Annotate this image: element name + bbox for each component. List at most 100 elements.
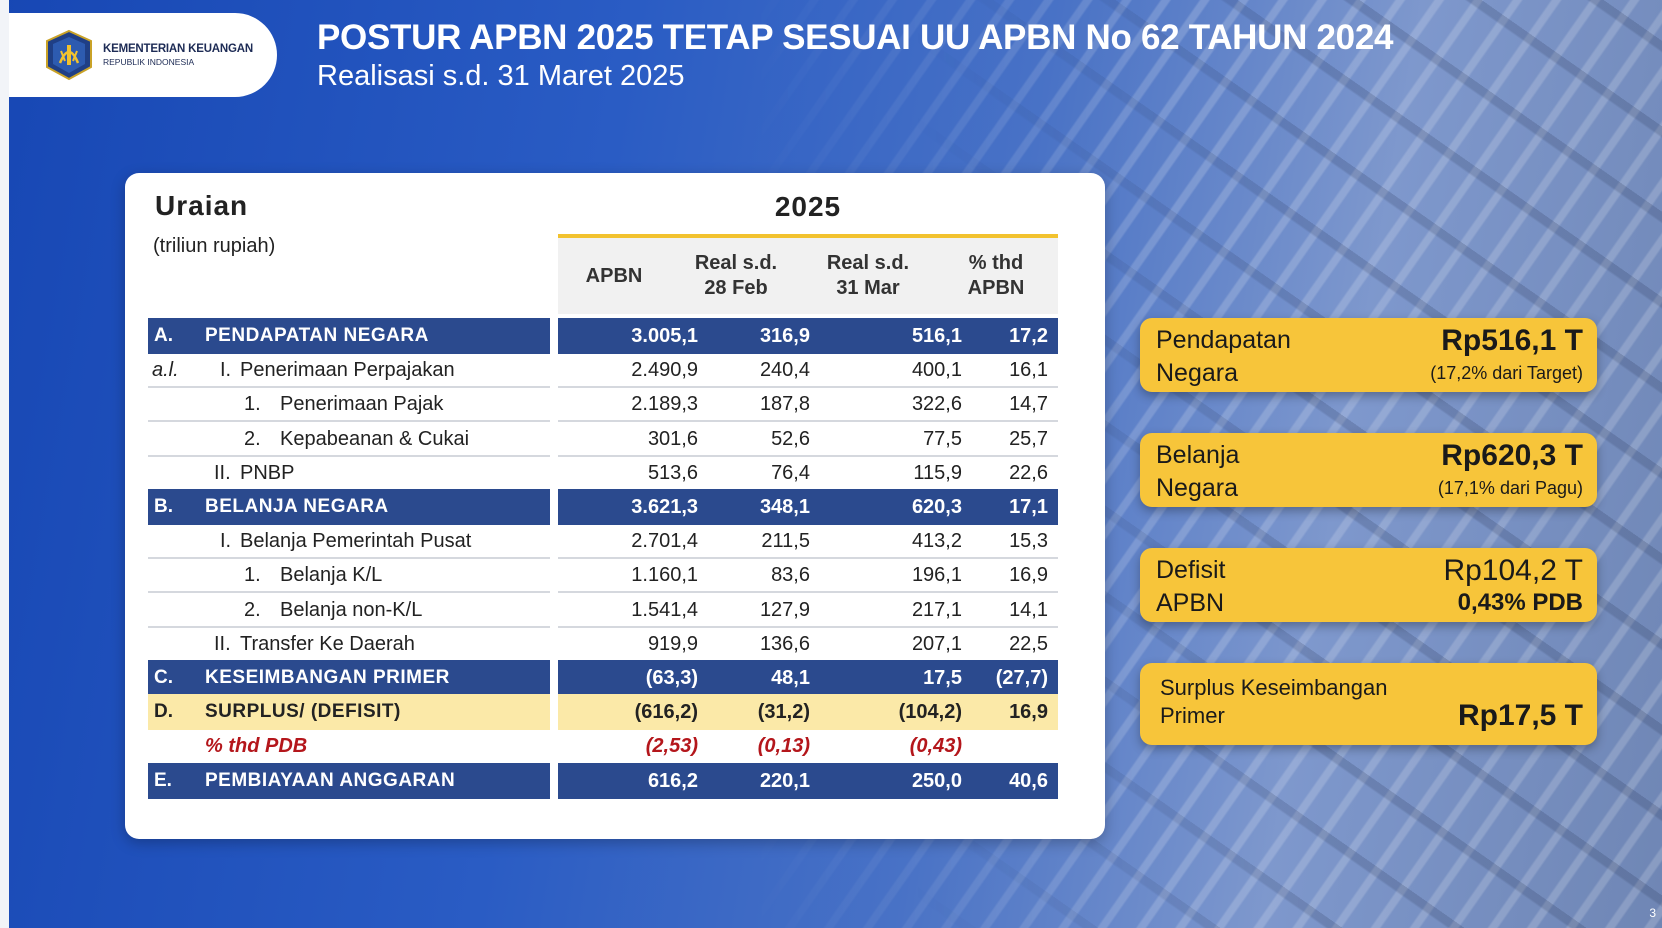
row-letter: D. — [154, 701, 173, 723]
row-values-cell: 2.189,3 187,8 322,6 14,7 — [558, 386, 1058, 423]
row-number: II. — [214, 632, 231, 655]
value-real-mar: 217,1 — [911, 598, 962, 621]
row-number: I. — [220, 530, 232, 553]
value-real-mar: 115,9 — [913, 461, 962, 484]
logo-banner: KEMENTERIAN KEUANGAN REPUBLIK INDONESIA — [9, 13, 277, 97]
value-apbn: 1.541,4 — [631, 598, 698, 621]
page-number: 3 — [1649, 906, 1656, 920]
row-values-cell: (616,2) (31,2) (104,2) 16,9 — [558, 694, 1058, 731]
kpi-defisit-note: 0,43% PDB — [1457, 589, 1583, 616]
col-header-feb-line1: Real s.d. — [694, 252, 778, 274]
value-pct-apbn: 14,1 — [1009, 598, 1048, 621]
row-letter: B. — [154, 496, 173, 517]
value-real-feb: 127,9 — [759, 598, 810, 621]
row-label-cell: II. Transfer Ke Daerah — [148, 626, 550, 662]
row-prefix: a.l. — [152, 359, 179, 382]
value-pct-apbn: 16,9 — [1009, 564, 1048, 587]
value-real-feb: 83,6 — [771, 564, 810, 587]
kpi-surplus-amount: Rp17,5 T — [1457, 699, 1583, 732]
row-label-cell: % thd PDB — [148, 728, 550, 764]
row-values-cell: 301,6 52,6 77,5 25,7 — [558, 421, 1058, 457]
row-number: II. — [214, 461, 231, 484]
table-row: 1. Belanja K/L 1.160,1 83,6 196,1 16,9 — [148, 557, 1058, 594]
col-header-apbn-text: APBN — [585, 264, 643, 287]
value-apbn: 3.621,3 — [631, 496, 698, 518]
row-label: Transfer Ke Daerah — [240, 632, 415, 655]
col-header-pct-line1: % thd — [968, 252, 1024, 274]
row-values-cell: 919,9 136,6 207,1 22,5 — [558, 626, 1058, 662]
row-label: BELANJA NEGARA — [205, 496, 389, 517]
row-letter: C. — [154, 667, 173, 688]
value-pct-apbn: 17,2 — [1009, 325, 1048, 347]
row-number: 2. — [244, 598, 261, 621]
row-label-cell: E. PEMBIAYAAN ANGGARAN — [148, 762, 550, 799]
row-label: PEMBIAYAAN ANGGARAN — [205, 769, 456, 791]
col-header-mar-line1: Real s.d. — [826, 252, 910, 274]
row-label: Kepabeanan & Cukai — [280, 427, 470, 450]
value-real-feb: (0,13) — [757, 735, 810, 758]
table-row: I. Belanja Pemerintah Pusat 2.701,4 211,5 41… — [148, 523, 1058, 560]
row-label: Penerimaan Pajak — [280, 393, 444, 416]
row-label-cell: 1. Penerimaan Pajak — [148, 386, 550, 423]
value-real-feb: 76,4 — [771, 461, 810, 484]
row-letter: E. — [154, 769, 172, 791]
table-row: 2. Belanja non-K/L 1.541,4 127,9 217,1 14,1 — [148, 592, 1058, 628]
kpi-defisit-label-1: Defisit — [1156, 556, 1226, 584]
value-real-mar: 620,3 — [911, 496, 962, 518]
table-row: II. Transfer Ke Daerah 919,9 136,6 207,1 22,5 — [148, 626, 1058, 662]
value-pct-apbn: 40,6 — [1009, 769, 1048, 792]
row-label: Penerimaan Perpajakan — [240, 359, 455, 382]
row-label-cell: I. Belanja Pemerintah Pusat — [148, 523, 550, 560]
value-real-feb: 240,4 — [759, 359, 810, 382]
table-row: % thd PDB (2,53) (0,13) (0,43) — [148, 728, 1058, 764]
kpi-defisit-card: Defisit APBN Rp104,2 T 0,43% PDB — [1140, 548, 1597, 622]
row-label: SURPLUS/ (DEFISIT) — [205, 701, 401, 723]
row-label: PNBP — [240, 461, 295, 484]
table-row: C. KESEIMBANGAN PRIMER (63,3) 48,1 17,5 (27,7… — [148, 660, 1058, 696]
kpi-surplus-label-1: Surplus Keseimbangan — [1160, 675, 1388, 700]
value-pct-apbn: 25,7 — [1009, 427, 1048, 450]
value-real-feb: 187,8 — [759, 393, 810, 416]
row-label-cell: a.l. I. Penerimaan Perpajakan — [148, 352, 550, 389]
value-real-mar: (104,2) — [898, 701, 962, 724]
value-real-mar: 413,2 — [911, 530, 962, 553]
left-edge — [0, 0, 9, 928]
kpi-belanja-card: Belanja Negara Rp620,3 T (17,1% dari Pag… — [1140, 433, 1597, 507]
row-values-cell: 2.490,9 240,4 400,1 16,1 — [558, 352, 1058, 389]
row-letter: A. — [154, 325, 173, 346]
col-header-pct: % thd APBN — [934, 249, 1058, 303]
value-pct-apbn: 16,1 — [1009, 359, 1048, 382]
row-label-cell: 2. Kepabeanan & Cukai — [148, 421, 550, 457]
table-row: a.l. I. Penerimaan Perpajakan 2.490,9 240,4 4… — [148, 352, 1058, 389]
value-apbn: (63,3) — [645, 667, 698, 689]
value-apbn: (616,2) — [634, 701, 698, 724]
page-subtitle: Realisasi s.d. 31 Maret 2025 — [317, 60, 685, 92]
row-label-cell: A. PENDAPATAN NEGARA — [148, 318, 550, 354]
table-row: E. PEMBIAYAAN ANGGARAN 616,2 220,1 250,0 40,6 — [148, 762, 1058, 799]
row-label: % thd PDB — [205, 735, 308, 758]
value-pct-apbn: 17,1 — [1009, 496, 1048, 518]
value-apbn: 1.160,1 — [631, 564, 698, 587]
value-real-mar: 17,5 — [923, 667, 962, 689]
value-real-mar: 207,1 — [911, 632, 962, 655]
row-label-cell: C. KESEIMBANGAN PRIMER — [148, 660, 550, 696]
value-real-feb: (31,2) — [757, 701, 810, 724]
value-real-mar: 250,0 — [911, 769, 962, 792]
row-label: Belanja K/L — [280, 564, 383, 587]
logo-line-2: REPUBLIK INDONESIA — [103, 57, 195, 67]
kpi-surplus-card: Surplus Keseimbangan Primer Rp17,5 T — [1140, 663, 1597, 745]
value-pct-apbn: 14,7 — [1009, 393, 1048, 416]
year-heading: 2025 — [774, 191, 842, 222]
value-apbn: 513,6 — [647, 461, 698, 484]
value-real-feb: 348,1 — [759, 496, 810, 518]
row-values-cell: 513,6 76,4 115,9 22,6 — [558, 455, 1058, 491]
value-real-feb: 136,6 — [759, 632, 810, 655]
col-header-feb-line2: 28 Feb — [704, 277, 768, 299]
kpi-pendapatan-amount: Rp516,1 T — [1441, 324, 1583, 357]
unit-label: (triliun rupiah) — [153, 235, 276, 257]
row-label-cell: 1. Belanja K/L — [148, 557, 550, 594]
value-pct-apbn: 15,3 — [1009, 530, 1048, 553]
kpi-belanja-label-1: Belanja — [1156, 441, 1240, 469]
value-real-mar: 516,1 — [911, 325, 962, 347]
row-number: 1. — [244, 564, 261, 587]
